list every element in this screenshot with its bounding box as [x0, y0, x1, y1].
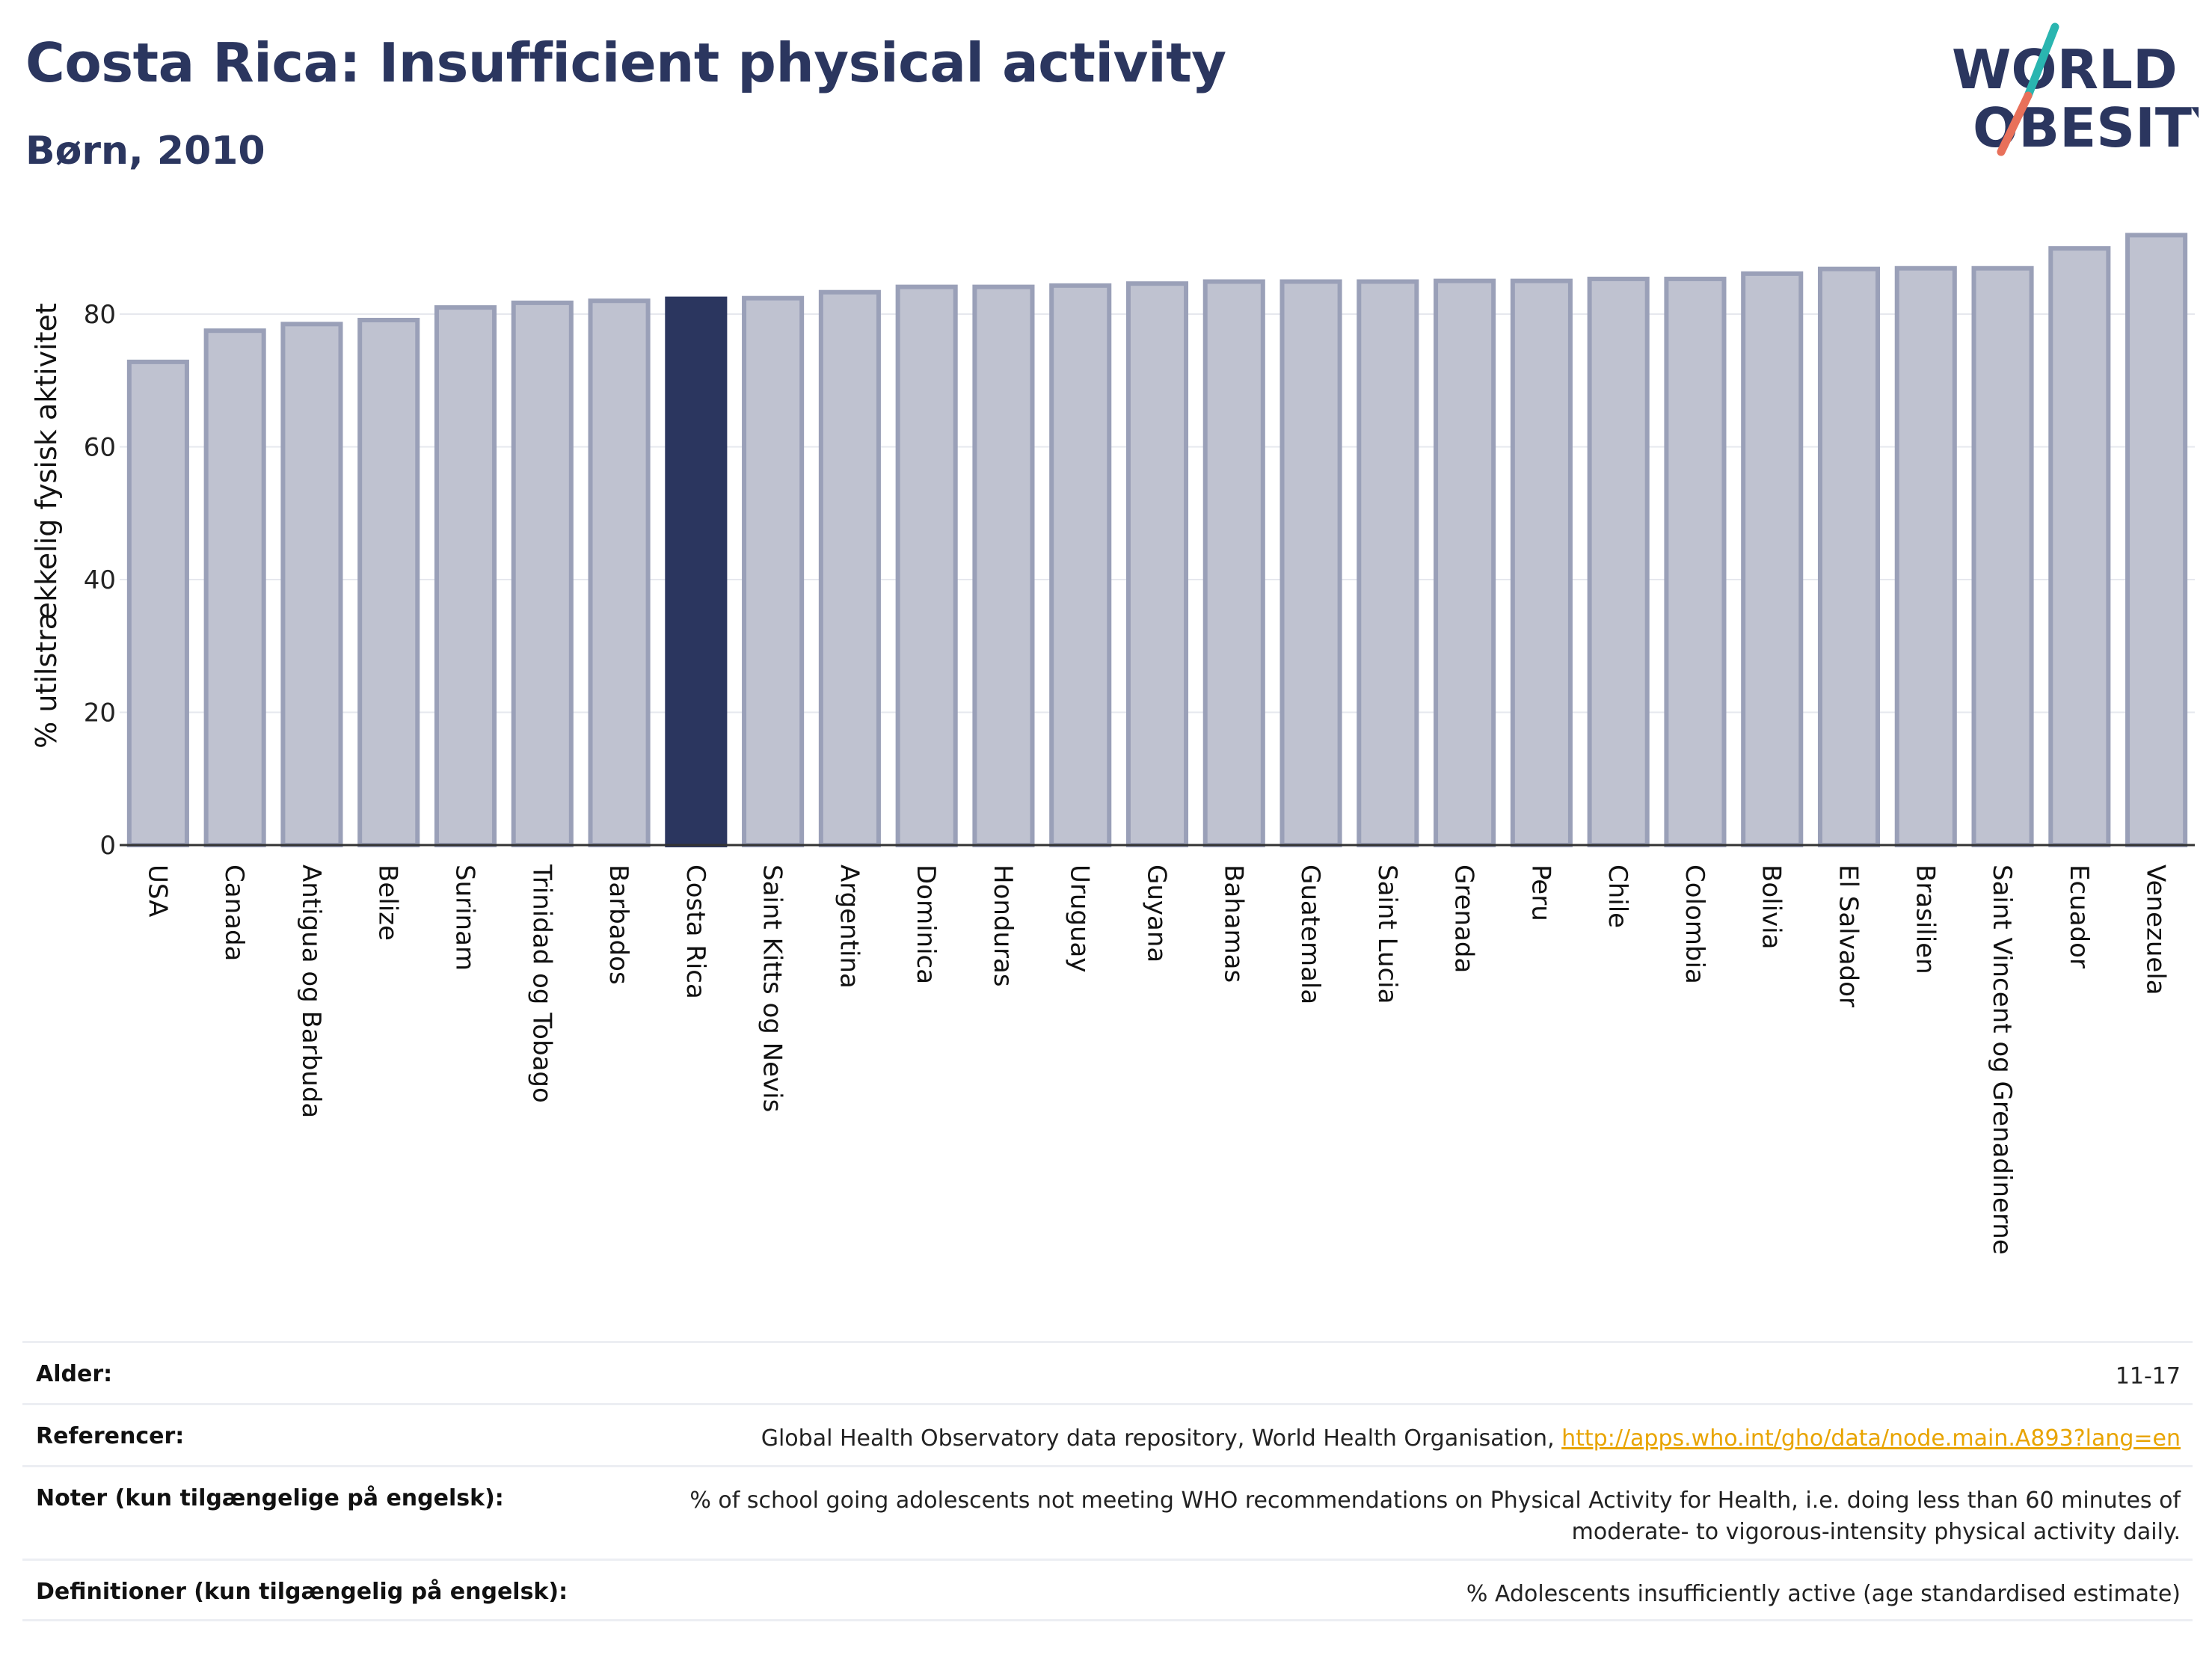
bar-surinam: [434, 305, 497, 847]
x-tick-label: Costa Rica: [681, 865, 710, 999]
bar-dominica: [895, 284, 958, 847]
bar-el-salvador: [1817, 266, 1881, 847]
bar-argentina: [818, 289, 881, 847]
info-row-age: Alder: 11-17: [22, 1341, 2193, 1403]
x-tick-label: Uruguay: [1065, 865, 1095, 973]
x-tick-label: Grenada: [1449, 865, 1479, 973]
y-tick-labels: 0 20 40 60 80: [84, 300, 116, 861]
info-row-definitions: Definitioner (kun tilgængelig på engelsk…: [22, 1559, 2193, 1621]
bar-belize: [357, 317, 420, 847]
bar-bolivia: [1741, 271, 1804, 847]
y-tick-label: 80: [84, 300, 116, 330]
bars: [126, 233, 2188, 848]
references-link[interactable]: http://apps.who.int/gho/data/node.main.A…: [1561, 1425, 2181, 1452]
bar-venezuela: [2125, 233, 2188, 847]
notes-value: % of school going adolescents not meetin…: [689, 1487, 2181, 1545]
x-tick-label: Bahamas: [1218, 865, 1248, 983]
bar-costa-rica: [665, 296, 728, 847]
y-tick-label: 40: [84, 565, 116, 595]
x-tick-label: Venezuela: [2141, 865, 2171, 995]
x-tick-label: Ecuador: [2064, 865, 2094, 968]
x-tick-label: Argentina: [834, 865, 864, 989]
references-label: Referencer:: [36, 1423, 185, 1449]
x-tick-label: USA: [142, 865, 172, 917]
x-tick-label: Trinidad og Tobago: [526, 864, 556, 1103]
chart-title: Costa Rica: Insufficient physical activi…: [25, 31, 1226, 94]
x-tick-label: Canada: [219, 865, 249, 961]
bar-grenada: [1434, 278, 1496, 847]
bar-saint-vincent-og-grenadinerne: [1971, 265, 2034, 847]
definitions-label: Definitioner (kun tilgængelig på engelsk…: [36, 1579, 568, 1605]
x-tick-label: Bolivia: [1757, 865, 1787, 949]
y-tick-label: 60: [84, 433, 116, 463]
bar-peru: [1510, 278, 1573, 847]
info-row-notes: Noter (kun tilgængelige på engelsk): % o…: [22, 1465, 2193, 1559]
info-row-references: Referencer: Global Health Observatory da…: [22, 1403, 2193, 1465]
x-tick-label: Antigua og Barbuda: [296, 865, 326, 1118]
references-text: Global Health Observatory data repositor…: [761, 1425, 1562, 1452]
bar-brasilien: [1894, 265, 1957, 847]
x-tick-label: Belize: [373, 865, 403, 941]
x-tick-label: Guatemala: [1295, 865, 1325, 1004]
age-label: Alder:: [36, 1361, 113, 1387]
x-tick-label: El Salvador: [1834, 865, 1864, 1007]
bar-ecuador: [2048, 246, 2111, 847]
definitions-value: % Adolescents insufficiently active (age…: [1466, 1581, 2181, 1607]
bar-trinidad-og-tobago: [511, 300, 574, 848]
x-tick-label: Saint Vincent og Grenadinerne: [1987, 865, 2017, 1255]
bar-canada: [203, 328, 266, 847]
x-tick-label: Surinam: [450, 865, 480, 971]
age-value: 11-17: [2115, 1363, 2181, 1390]
bar-bahamas: [1202, 279, 1265, 847]
bar-guatemala: [1279, 279, 1342, 847]
info-table: Alder: 11-17 Referencer: Global Health O…: [22, 1341, 2193, 1621]
bar-colombia: [1664, 276, 1727, 847]
x-tick-label: Dominica: [911, 865, 941, 984]
y-axis-label: % utilstrækkelig fysisk aktivitet: [30, 303, 63, 749]
bar-uruguay: [1049, 283, 1112, 847]
x-tick-label: Saint Kitts og Nevis: [758, 865, 787, 1112]
bar-honduras: [972, 284, 1035, 847]
bar-guyana: [1125, 281, 1189, 847]
x-tick-label: Brasilien: [1910, 865, 1940, 974]
x-tick-label: Saint Lucia: [1372, 865, 1402, 1004]
logo-line1: WORLD: [1952, 38, 2178, 101]
y-tick-label: 20: [84, 698, 116, 728]
bar-saint-kitts-og-nevis: [742, 295, 805, 847]
world-obesity-logo: WORLD OBESITY: [1952, 22, 2199, 159]
references-value: Global Health Observatory data repositor…: [761, 1423, 2181, 1455]
x-tick-label: Colombia: [1680, 865, 1709, 984]
x-tick-label: Peru: [1526, 865, 1555, 921]
logo-slash-top: [2024, 22, 2059, 100]
x-tick-label: Chile: [1603, 865, 1632, 928]
chart-subtitle: Børn, 2010: [25, 129, 265, 174]
logo-slash-bottom: [1997, 91, 2033, 156]
y-tick-label: 0: [99, 831, 116, 861]
x-tick-label: Barbados: [603, 865, 633, 985]
bar-saint-lucia: [1357, 279, 1419, 847]
x-tick-label: Guyana: [1142, 865, 1172, 962]
bar-antigua-og-barbuda: [280, 322, 343, 847]
bar-chart: 0 20 40 60 80 USA Canada Antigua og Barbuda Bel…: [30, 233, 2195, 1255]
bar-usa: [126, 359, 189, 847]
bar-chile: [1587, 276, 1650, 847]
bar-barbados: [588, 298, 651, 847]
notes-label: Noter (kun tilgængelige på engelsk):: [36, 1485, 504, 1511]
x-tick-labels: USA Canada Antigua og Barbuda Belize Surinam…: [142, 864, 2170, 1255]
x-tick-label: Honduras: [988, 865, 1018, 987]
